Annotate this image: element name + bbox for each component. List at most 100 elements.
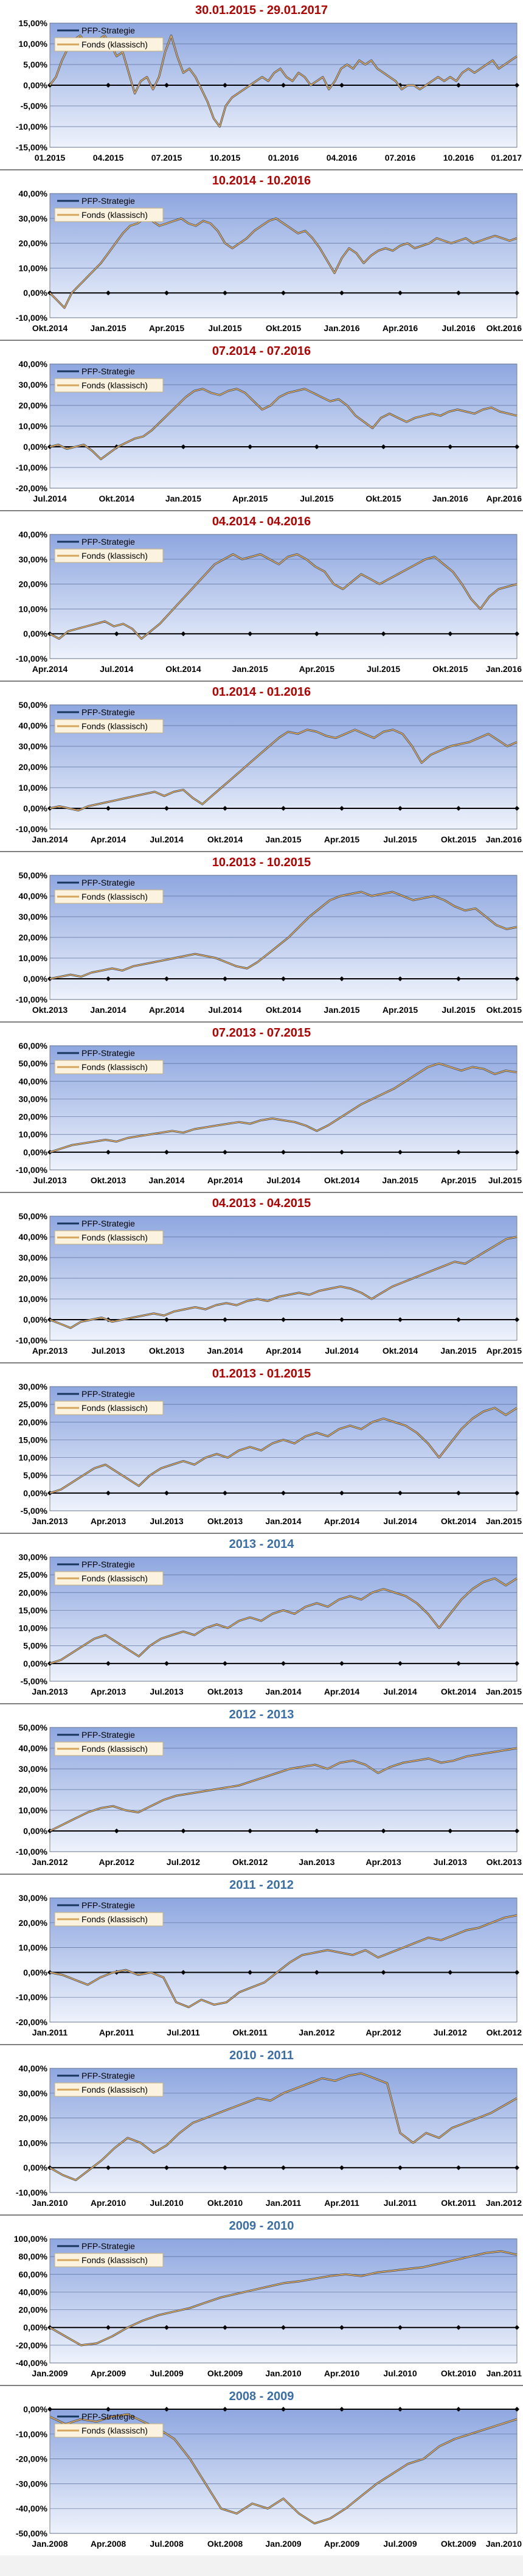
- y-tick-label: 0,00%: [23, 629, 47, 639]
- x-tick-label: Jul.2014: [150, 835, 183, 844]
- chart-panel: 2012 - 2013 50,00% 40,00% 30,00% 20,00% 10,00…: [0, 1704, 523, 1874]
- y-tick-label: 10,00%: [19, 783, 48, 793]
- x-tick-label: Okt.2013: [91, 1175, 126, 1185]
- legend-highlight: [54, 889, 164, 904]
- y-tick-label: 20,00%: [19, 1785, 48, 1794]
- axis-marker: [314, 1970, 319, 1975]
- x-tick-label: Jul.2013: [150, 1516, 183, 1526]
- x-tick-label: Jan.2015: [382, 1175, 418, 1185]
- x-tick-label: Okt.2015: [432, 664, 468, 674]
- y-tick-label: -10,00%: [16, 122, 48, 131]
- axis-marker: [398, 976, 403, 981]
- axis-marker: [223, 806, 227, 811]
- x-tick-label: Okt.2010: [207, 2198, 243, 2208]
- y-tick-label: 20,00%: [19, 401, 48, 410]
- axis-marker: [164, 976, 169, 981]
- legend-label-strategy: PFP-Strategie: [81, 366, 135, 376]
- legend: PFP-Strategie Fonds (klassisch): [54, 2071, 164, 2097]
- legend-label-fund: Fonds (klassisch): [81, 1573, 148, 1583]
- y-tick-label: 0,00%: [23, 974, 47, 984]
- axis-marker: [223, 976, 227, 981]
- axis-marker: [339, 806, 344, 811]
- axis-marker: [181, 1970, 186, 1975]
- axis-marker: [106, 2165, 111, 2171]
- y-tick-label: 60,00%: [19, 2269, 48, 2279]
- x-tick-label: Jan.2015: [440, 1346, 476, 1356]
- x-tick-label: Apr.2009: [324, 2539, 360, 2549]
- axis-marker: [514, 1149, 519, 1155]
- y-tick-label: 0,00%: [23, 80, 47, 90]
- axis-marker: [223, 1490, 227, 1496]
- x-tick-label: 10.2015: [210, 153, 241, 163]
- legend-label-strategy: PFP-Strategie: [81, 2241, 135, 2251]
- axis-marker: [223, 1317, 227, 1322]
- axis-marker: [448, 631, 453, 637]
- y-tick-label: -10,00%: [16, 1847, 48, 1857]
- legend-label-strategy: PFP-Strategie: [81, 707, 135, 717]
- x-tick-label: Jan.2013: [32, 1516, 68, 1526]
- legend-label-fund: Fonds (klassisch): [81, 1403, 148, 1413]
- y-tick-label: 0,00%: [23, 2404, 47, 2414]
- x-tick-label: Jan.2012: [486, 2198, 522, 2208]
- legend: PFP-Strategie Fonds (klassisch): [54, 537, 164, 563]
- y-tick-label: -5,00%: [21, 1506, 48, 1516]
- legend-label-fund: Fonds (klassisch): [81, 2085, 148, 2095]
- y-tick-label: -10,00%: [16, 313, 48, 323]
- legend-label-fund: Fonds (klassisch): [81, 2426, 148, 2435]
- legend: PFP-Strategie Fonds (klassisch): [54, 1559, 164, 1586]
- y-tick-label: 10,00%: [19, 1943, 48, 1953]
- x-tick-label: Okt.2012: [487, 2028, 522, 2037]
- series-line-fund: [49, 2413, 518, 2524]
- axis-marker: [223, 2407, 227, 2412]
- x-tick-label: Jul.2011: [167, 2028, 200, 2037]
- line-chart: 50,00% 40,00% 30,00% 20,00% 10,00% 0,00% -10,0…: [16, 700, 522, 844]
- axis-marker: [398, 1661, 403, 1666]
- axis-marker: [381, 1970, 386, 1975]
- y-tick-label: -20,00%: [16, 2017, 48, 2027]
- legend: PFP-Strategie Fonds (klassisch): [54, 196, 164, 222]
- axis-marker: [456, 1317, 461, 1322]
- series-line-fund: [49, 553, 518, 640]
- y-tick-label: 0,00%: [23, 803, 47, 813]
- y-tick-label: 60,00%: [19, 1041, 48, 1051]
- x-tick-label: Jan.2016: [324, 323, 359, 333]
- legend-label-fund: Fonds (klassisch): [81, 1233, 148, 1242]
- x-tick-label: Jul.2013: [150, 1687, 183, 1696]
- axis-marker: [47, 2407, 52, 2412]
- y-tick-label: 0,00%: [23, 1826, 47, 1836]
- legend: PFP-Strategie Fonds (klassisch): [54, 1389, 164, 1415]
- legend-highlight: [54, 2423, 164, 2438]
- y-tick-label: 10,00%: [19, 1453, 48, 1463]
- x-tick-label: Jul.2014: [33, 494, 66, 503]
- legend-label-strategy: PFP-Strategie: [81, 1730, 135, 1740]
- legend-highlight: [54, 2082, 164, 2097]
- x-tick-label: Okt.2010: [441, 2368, 477, 2378]
- axis-marker: [106, 806, 111, 811]
- legend-highlight: [54, 1230, 164, 1245]
- axis-marker: [281, 1490, 286, 1496]
- legend-label-fund: Fonds (klassisch): [81, 721, 148, 731]
- legend-highlight: [54, 208, 164, 222]
- x-tick-label: Okt.2011: [232, 2028, 268, 2037]
- legend: PFP-Strategie Fonds (klassisch): [54, 2241, 164, 2267]
- y-tick-label: 20,00%: [19, 1587, 48, 1597]
- x-tick-label: Okt.2014: [441, 1516, 477, 1526]
- chart-panel: 2009 - 2010 100,00% 80,00% 60,00% 40,00% 20,0…: [0, 2216, 523, 2385]
- chart-title: 04.2014 - 04.2016: [212, 515, 311, 528]
- y-tick-label: 30,00%: [19, 1382, 48, 1391]
- x-tick-label: Apr.2010: [91, 2198, 126, 2208]
- chart-title: 10.2013 - 10.2015: [212, 856, 311, 869]
- axis-marker: [398, 1490, 403, 1496]
- axis-marker: [398, 2325, 403, 2330]
- y-tick-label: -10,00%: [16, 824, 48, 834]
- y-tick-label: 50,00%: [19, 700, 48, 710]
- y-tick-label: 30,00%: [19, 1552, 48, 1562]
- y-tick-label: -10,00%: [16, 1165, 48, 1175]
- x-tick-label: 04.2015: [93, 153, 124, 163]
- y-tick-label: 5,00%: [23, 1641, 47, 1651]
- x-tick-label: Jan.2015: [232, 664, 268, 674]
- x-tick-label: Okt.2009: [207, 2368, 243, 2378]
- axis-marker: [339, 2407, 344, 2412]
- x-tick-label: Okt.2013: [32, 1005, 68, 1015]
- x-tick-label: Apr.2015: [324, 835, 360, 844]
